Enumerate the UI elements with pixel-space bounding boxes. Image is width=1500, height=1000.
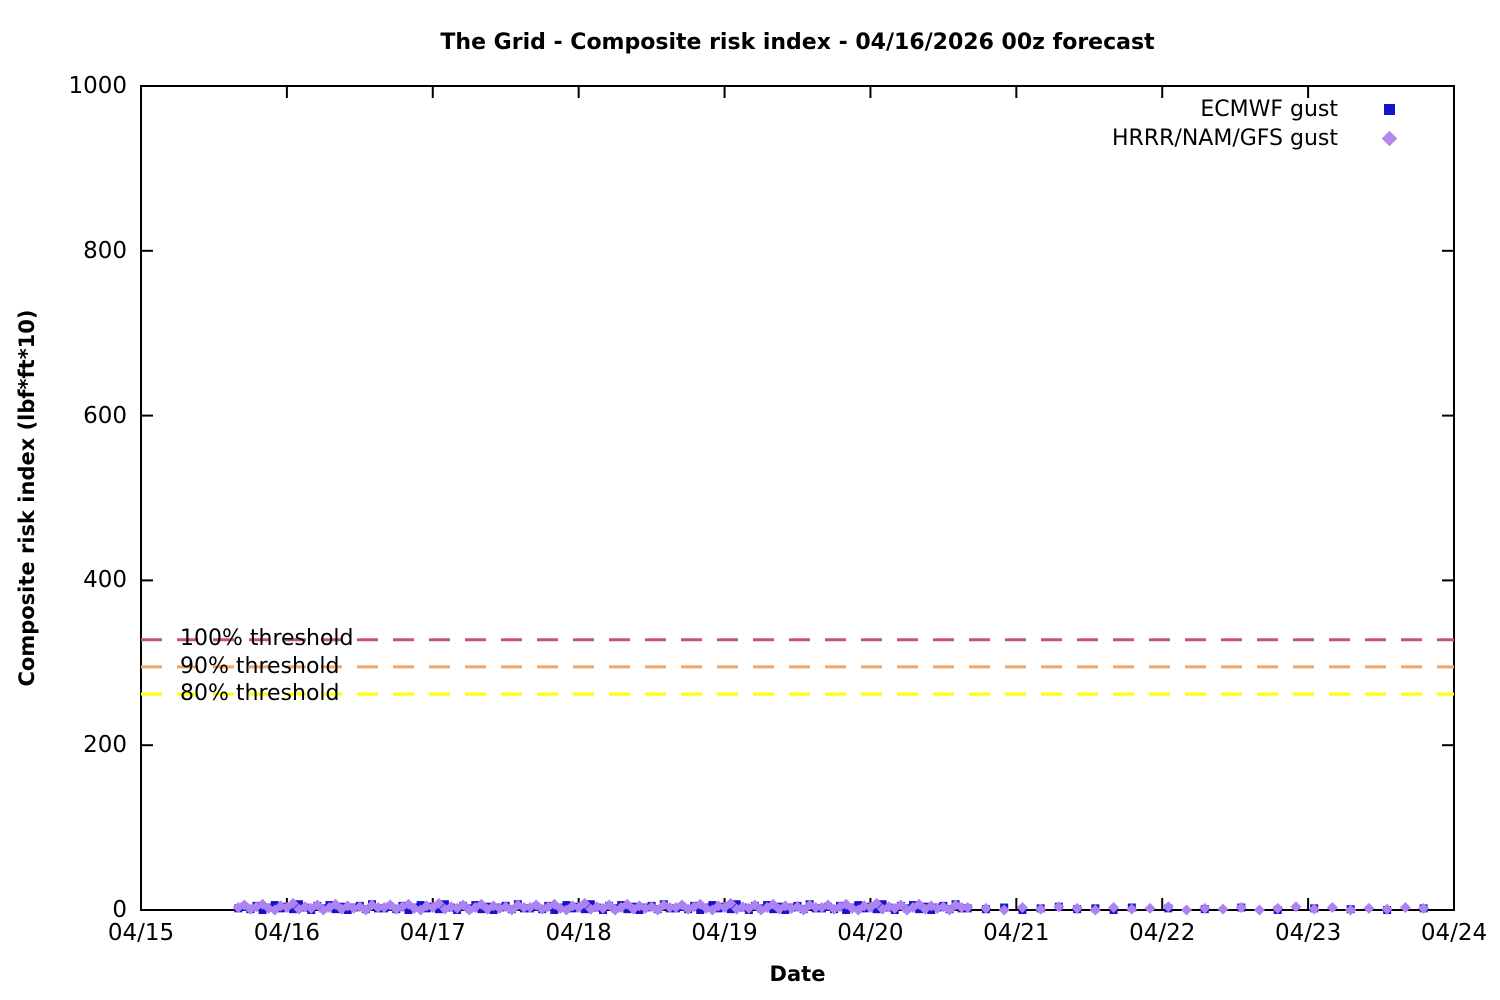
data-point-hrrr-nam-gfs [1418,902,1430,914]
data-point-hrrr-nam-gfs [652,904,664,916]
threshold-label-80: 80% threshold [180,681,340,706]
x-tick-label: 04/21 [983,920,1050,946]
data-point-hrrr-nam-gfs [372,902,384,914]
data-point-hrrr-nam-gfs [895,899,907,911]
x-tick-label: 04/19 [691,920,758,946]
data-point-hrrr-nam-gfs [1053,901,1065,913]
y-tick-label: 600 [83,402,127,429]
data-point-hrrr-nam-gfs [664,902,676,914]
data-point-hrrr-nam-gfs [1199,902,1211,914]
x-axis-label: Date [769,962,826,986]
data-point-hrrr-nam-gfs [943,904,955,916]
data-point-hrrr-nam-gfs [1399,902,1411,914]
data-point-hrrr-nam-gfs [767,898,779,910]
data-point-hrrr-nam-gfs [871,897,883,909]
data-point-hrrr-nam-gfs [1108,902,1120,914]
data-point-hrrr-nam-gfs [956,902,968,914]
data-point-ecmwf [404,906,413,914]
data-point-hrrr-nam-gfs [1381,903,1393,915]
data-point-hrrr-nam-gfs [621,898,633,910]
data-point-hrrr-nam-gfs [962,902,974,914]
x-tick-label: 04/16 [253,920,321,946]
data-point-hrrr-nam-gfs [603,899,615,911]
data-point-hrrr-nam-gfs [311,899,323,911]
y-axis-label: Composite risk index (lbf*ft*10) [15,309,39,687]
data-point-hrrr-nam-gfs [1363,902,1375,914]
y-tick-label: 200 [83,732,127,759]
data-point-hrrr-nam-gfs [1181,904,1193,916]
x-tick-label: 04/15 [107,920,175,946]
y-tick-label: 800 [83,237,127,264]
data-point-hrrr-nam-gfs [725,897,737,909]
data-point-ecmwf [288,905,297,914]
data-point-hrrr-nam-gfs [360,904,372,916]
x-tick-label: 04/20 [837,920,904,946]
x-tick-label: 04/17 [399,920,466,946]
data-point-hrrr-nam-gfs [810,902,822,914]
data-point-hrrr-nam-gfs [457,899,469,911]
data-point-hrrr-nam-gfs [980,902,992,914]
data-point-ecmwf [696,906,705,914]
data-point-hrrr-nam-gfs [579,897,591,909]
data-point-hrrr-nam-gfs [1162,901,1174,913]
legend-label-ecmwf: ECMWF gust [1200,97,1338,122]
data-point-hrrr-nam-gfs [1016,902,1028,914]
data-point-ecmwf [842,906,851,914]
legend-label-hrrr-nam-gfs: HRRR/NAM/GFS gust [1112,126,1338,151]
data-point-hrrr-nam-gfs [1253,904,1265,916]
plot-border [140,85,1455,911]
y-tick-label: 400 [83,567,127,594]
data-point-hrrr-nam-gfs [798,904,810,916]
data-point-hrrr-nam-gfs [1035,903,1047,915]
data-point-hrrr-nam-gfs [506,904,518,916]
x-tick-label: 04/22 [1129,920,1196,946]
data-point-ecmwf [258,906,267,914]
threshold-label-100: 100% threshold [180,626,354,651]
data-point-hrrr-nam-gfs [518,902,530,914]
x-tick-label: 04/18 [545,920,612,946]
data-point-ecmwf [434,905,443,914]
data-point-hrrr-nam-gfs [1345,904,1357,916]
data-point-hrrr-nam-gfs [1217,903,1229,915]
legend-marker-square [1384,104,1395,115]
data-point-ecmwf [872,905,881,914]
y-tick-label: 0 [112,897,127,923]
data-point-hrrr-nam-gfs [1308,903,1320,915]
data-point-hrrr-nam-gfs [330,898,342,910]
data-point-ecmwf [550,906,559,914]
data-point-hrrr-nam-gfs [1326,902,1338,914]
data-point-hrrr-nam-gfs [1126,903,1138,915]
data-point-hrrr-nam-gfs [913,898,925,910]
data-point-ecmwf [726,905,735,914]
x-tick-label: 04/24 [1420,920,1488,946]
data-point-hrrr-nam-gfs [433,897,445,909]
data-point-hrrr-nam-gfs [749,899,761,911]
data-point-hrrr-nam-gfs [1235,902,1247,914]
x-tick-label: 04/23 [1274,920,1342,946]
data-point-hrrr-nam-gfs [1290,901,1302,913]
y-tick-label: 1000 [68,73,127,99]
data-point-hrrr-nam-gfs [998,904,1010,916]
data-point-hrrr-nam-gfs [1144,902,1156,914]
data-point-hrrr-nam-gfs [1089,904,1101,916]
data-point-hrrr-nam-gfs [287,897,299,909]
data-point-hrrr-nam-gfs [1272,902,1284,914]
chart-title: The Grid - Composite risk index - 04/16/… [440,30,1155,55]
data-point-hrrr-nam-gfs [475,898,487,910]
threshold-label-90: 90% threshold [180,654,340,679]
data-point-hrrr-nam-gfs [1071,902,1083,914]
data-point-ecmwf [580,905,589,914]
